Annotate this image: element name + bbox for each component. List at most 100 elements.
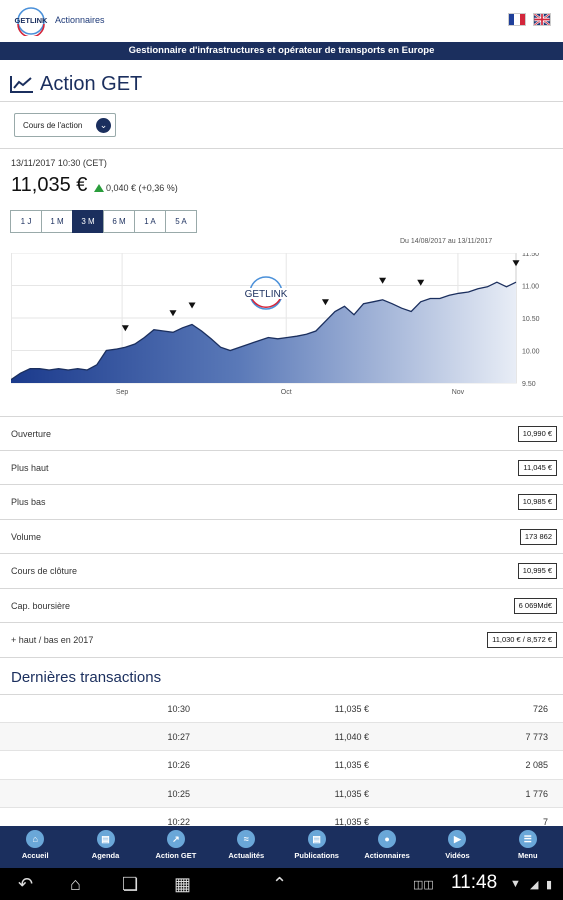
x-tick-label: Oct [281,389,292,396]
stat-value: 11,045 € [518,459,557,476]
x-tick-label: Sep [116,389,129,396]
event-marker-icon[interactable] [321,299,329,306]
period-button-6m[interactable]: 6 M [103,210,135,233]
nav-label: Actionnaires [364,851,410,860]
y-tick-label: 10.00 [522,349,540,356]
watermark-text: GETLINK [245,289,288,300]
divider [0,148,563,149]
tx-volume: 1 776 [525,788,548,799]
y-tick-label: 9.50 [522,381,536,388]
nav-agenda[interactable]: ▤ Agenda [70,826,140,868]
period-selector: 1 J 1 M 3 M 6 M 1 A 5 A [10,210,197,233]
y-axis-ticks: 11.50 11.00 10.50 10.00 9.50 [522,253,540,388]
document-icon: ▤ [307,830,326,848]
chart-icon: ↗ [166,830,185,848]
stat-value: 6 069Md€ [513,597,557,614]
nav-actionnaires[interactable]: ● Actionnaires [352,826,422,868]
chart-range-label: Du 14/08/2017 au 13/11/2017 [400,238,493,245]
price-chart[interactable]: 11.50 11.00 10.50 10.00 9.50 Sep Oct Nov GETLI… [11,253,556,399]
nav-action-get[interactable]: ↗ Action GET [141,826,211,868]
stats-table: Ouverture 10,990 € Plus haut 11,045 € Pl… [0,416,563,658]
back-icon[interactable]: ↶ [18,874,34,894]
video-icon: ▶ [448,830,467,848]
table-row: 10:27 11,040 € 7 773 [0,722,563,751]
battery-icon: ▮ [546,879,553,891]
screenshot-icon[interactable]: ▦ [174,874,192,894]
event-marker-icon[interactable] [417,279,425,286]
period-button-1a[interactable]: 1 A [134,210,166,233]
nav-accueil[interactable]: ⌂ Accueil [0,826,70,868]
stat-row-ouverture: Ouverture 10,990 € [0,416,563,451]
page-title: Action GET [10,70,142,98]
nav-label: Accueil [21,851,49,860]
period-button-3m[interactable]: 3 M [72,210,104,233]
chevron-up-icon[interactable]: ⌃ [272,874,288,894]
x-axis-ticks: Sep Oct Nov [116,389,465,396]
stat-row-plus-haut: Plus haut 11,045 € [0,451,563,485]
nav-actualites[interactable]: ≈ Actualités [211,826,281,868]
y-tick-label: 11.50 [522,253,539,258]
table-row: 10:30 11,035 € 726 [0,694,563,723]
stat-row-plus-bas: Plus bas 10,985 € [0,485,563,520]
tx-volume: 7 773 [525,731,548,742]
stat-value: 10,985 € [517,494,557,510]
event-marker-icon[interactable] [121,325,129,332]
event-marker-icon[interactable] [169,310,177,317]
tx-time: 10:30 [167,704,190,714]
period-button-1j[interactable]: 1 J [10,210,42,233]
nav-menu[interactable]: ☰ Menu [493,826,563,868]
tx-time: 10:22 [167,817,190,827]
home-key-icon[interactable]: ⌂ [70,874,81,894]
price-change-text: 0,040 € (+0,36 %) [106,183,178,193]
event-marker-icon[interactable] [188,302,196,309]
event-markers [121,260,520,332]
stat-row-haut-bas-2017: + haut / bas en 2017 11,030 € / 8,572 € [0,623,563,658]
divider [0,101,563,102]
period-button-5a[interactable]: 5 A [165,210,197,233]
tx-time: 10:26 [167,760,190,770]
stat-label: Cours de clôture [11,566,78,576]
nav-label: Vidéos [445,851,470,860]
stat-label: Volume [11,531,42,542]
current-price: 11,035 € [11,174,88,196]
stat-value: 11,030 € / 8,572 € [487,632,557,648]
transactions-title: Dernières transactions [11,669,162,686]
x-tick-label: Nov [452,389,465,396]
nav-publications[interactable]: ▤ Publications [282,826,352,868]
y-tick-label: 11.00 [522,284,539,291]
table-row: 10:25 11,035 € 1 776 [0,779,563,808]
tx-price: 11,035 € [334,704,369,714]
stat-row-volume: Volume 173 862 [0,520,563,554]
tx-volume: 2 085 [525,760,548,770]
recent-apps-icon[interactable]: ❏ [122,874,139,894]
price-change: 0,040 € (+0,36 %) [94,183,178,193]
people-icon: ● [378,830,397,848]
stat-row-cap-boursiere: Cap. boursière 6 069Md€ [0,589,563,623]
system-clock: 11:48 [451,872,498,893]
event-marker-icon[interactable] [512,260,520,267]
france-flag-icon[interactable] [508,13,526,26]
app-header: GETLINK Actionnaires [0,0,563,42]
tx-price: 11,035 € [334,817,369,827]
calendar-icon: ▤ [96,830,115,848]
nav-videos[interactable]: ▶ Vidéos [422,826,492,868]
quote-timestamp: 13/11/2017 10:30 (CET) [11,158,107,168]
rss-icon: ≈ [237,830,256,848]
period-button-1m[interactable]: 1 M [41,210,73,233]
tagline-banner: Gestionnaire d'infrastructures et opérat… [0,42,563,60]
page-title-text: Action GET [40,72,143,95]
getlink-logo[interactable]: GETLINK [10,6,52,36]
nav-label: Agenda [91,851,120,860]
stat-value: 10,990 € [517,426,557,442]
wifi-icon: ▼ [510,878,521,890]
stat-label: Cap. boursière [11,600,71,611]
tx-price: 11,035 € [334,788,369,799]
getlink-watermark: GETLINK [239,276,293,310]
stat-label: Plus haut [11,462,49,473]
uk-flag-icon[interactable] [533,13,551,26]
system-navigation-bar: ↶ ⌂ ❏ ▦ ⌃ ◫◫ 11:48 ▼ ◢ ▮ [0,868,563,900]
event-marker-icon[interactable] [379,277,387,284]
nav-label: Menu [518,851,538,860]
y-tick-label: 10.50 [522,316,540,323]
chart-type-select[interactable]: Cours de l'action ⌄ [14,113,116,137]
